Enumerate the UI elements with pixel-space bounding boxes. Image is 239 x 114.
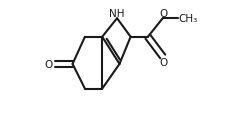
Text: O: O (159, 9, 168, 18)
Text: CH₃: CH₃ (179, 14, 198, 24)
Text: NH: NH (109, 9, 125, 18)
Text: O: O (44, 59, 53, 69)
Text: O: O (159, 58, 168, 67)
